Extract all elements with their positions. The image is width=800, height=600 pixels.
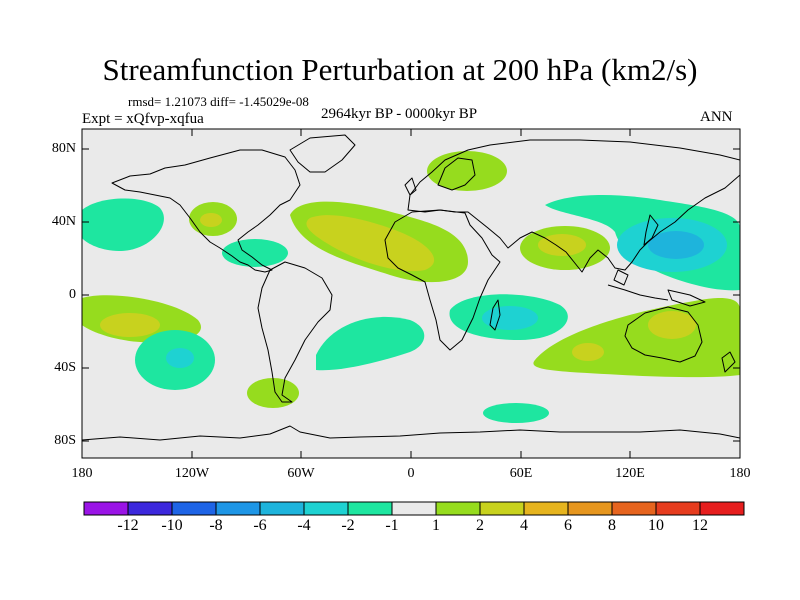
plot-title: Streamfunction Perturbation at 200 hPa (… [102,52,698,87]
x-tick-label: 60W [287,466,315,481]
colorbar-label: 2 [476,517,484,534]
negative-anomaly-north-pacific [82,198,164,251]
colorbar-label: -8 [209,517,223,534]
north-america-coast [111,149,301,273]
colorbar [83,501,745,516]
y-tick-label: 80N [51,141,76,156]
australia-coast [624,306,703,363]
eurasia-coast [407,139,740,273]
experiment-label: Expt = xQfvp-xqfua [82,111,204,127]
colorbar-box [215,501,261,516]
colorbar-box [303,501,349,516]
positive-anomaly-south-america [247,378,299,408]
colorbar-label: -6 [253,517,267,534]
madagascar-coast [489,299,501,331]
colorbar-label: 4 [520,517,528,534]
contour-fill-layer [82,151,740,423]
y-tick-label: 0 [69,287,76,302]
colorbar-box [259,501,305,516]
colorbar-label: 10 [648,517,664,534]
map-background [82,129,740,458]
colorbar-label: 12 [692,517,708,534]
greenland-coast [289,134,356,173]
colorbar-label: -2 [341,517,355,534]
x-tick-label: 0 [407,466,415,481]
colorbar-box [567,501,613,516]
colorbar-box [83,501,129,516]
y-tick-label: 40N [51,214,76,229]
y-tick-label: 80S [54,433,76,448]
south-america-coast [257,261,333,403]
axis-ticks [81,129,741,458]
antarctica-coast [82,425,740,441]
indonesia-coast [607,284,669,301]
colorbar-label: -10 [161,517,183,534]
colorbar-box [171,501,217,516]
colorbar-box [523,501,569,516]
japan-coast [643,214,659,246]
colorbar-label: 8 [608,517,616,534]
colorbar-label: -1 [385,517,399,534]
x-tick-label: 180 [71,466,93,481]
negative-anomaly-caribbean [222,239,288,267]
y-tick-label: 40S [54,360,76,375]
period-label: 2964kyr BP - 0000kyr BP [321,106,478,122]
colorbar-box [435,501,481,516]
colorbar-box [611,501,657,516]
new-guinea-coast [667,289,706,307]
x-tick-label: 60E [509,466,533,481]
colorbar-label: 1 [432,517,440,534]
coastlines [82,134,740,441]
colorbar-label: -12 [117,517,139,534]
colorbar-box [655,501,701,516]
positive-anomaly-europe [427,151,507,191]
x-tick-label: 120E [615,466,645,481]
colorbar-box [391,501,437,516]
negative-anomaly-southern-ocean [483,403,549,423]
colorbar-label: -4 [297,517,311,534]
x-tick-label: 180 [729,466,751,481]
colorbar-box [699,501,745,516]
x-tick-label: 120W [174,466,210,481]
colorbar-label: 6 [564,517,572,534]
season-label: ANN [700,109,733,125]
colorbar-box [479,501,525,516]
colorbar-box [347,501,393,516]
british-isles-coast [404,177,417,196]
scandinavia-coast [437,157,476,191]
colorbar-box [127,501,173,516]
stats-label: rmsd= 1.21073 diff= -1.45029e-08 [128,94,309,109]
negative-anomaly-south-atlantic [316,316,425,371]
new-zealand-coast [721,351,736,373]
